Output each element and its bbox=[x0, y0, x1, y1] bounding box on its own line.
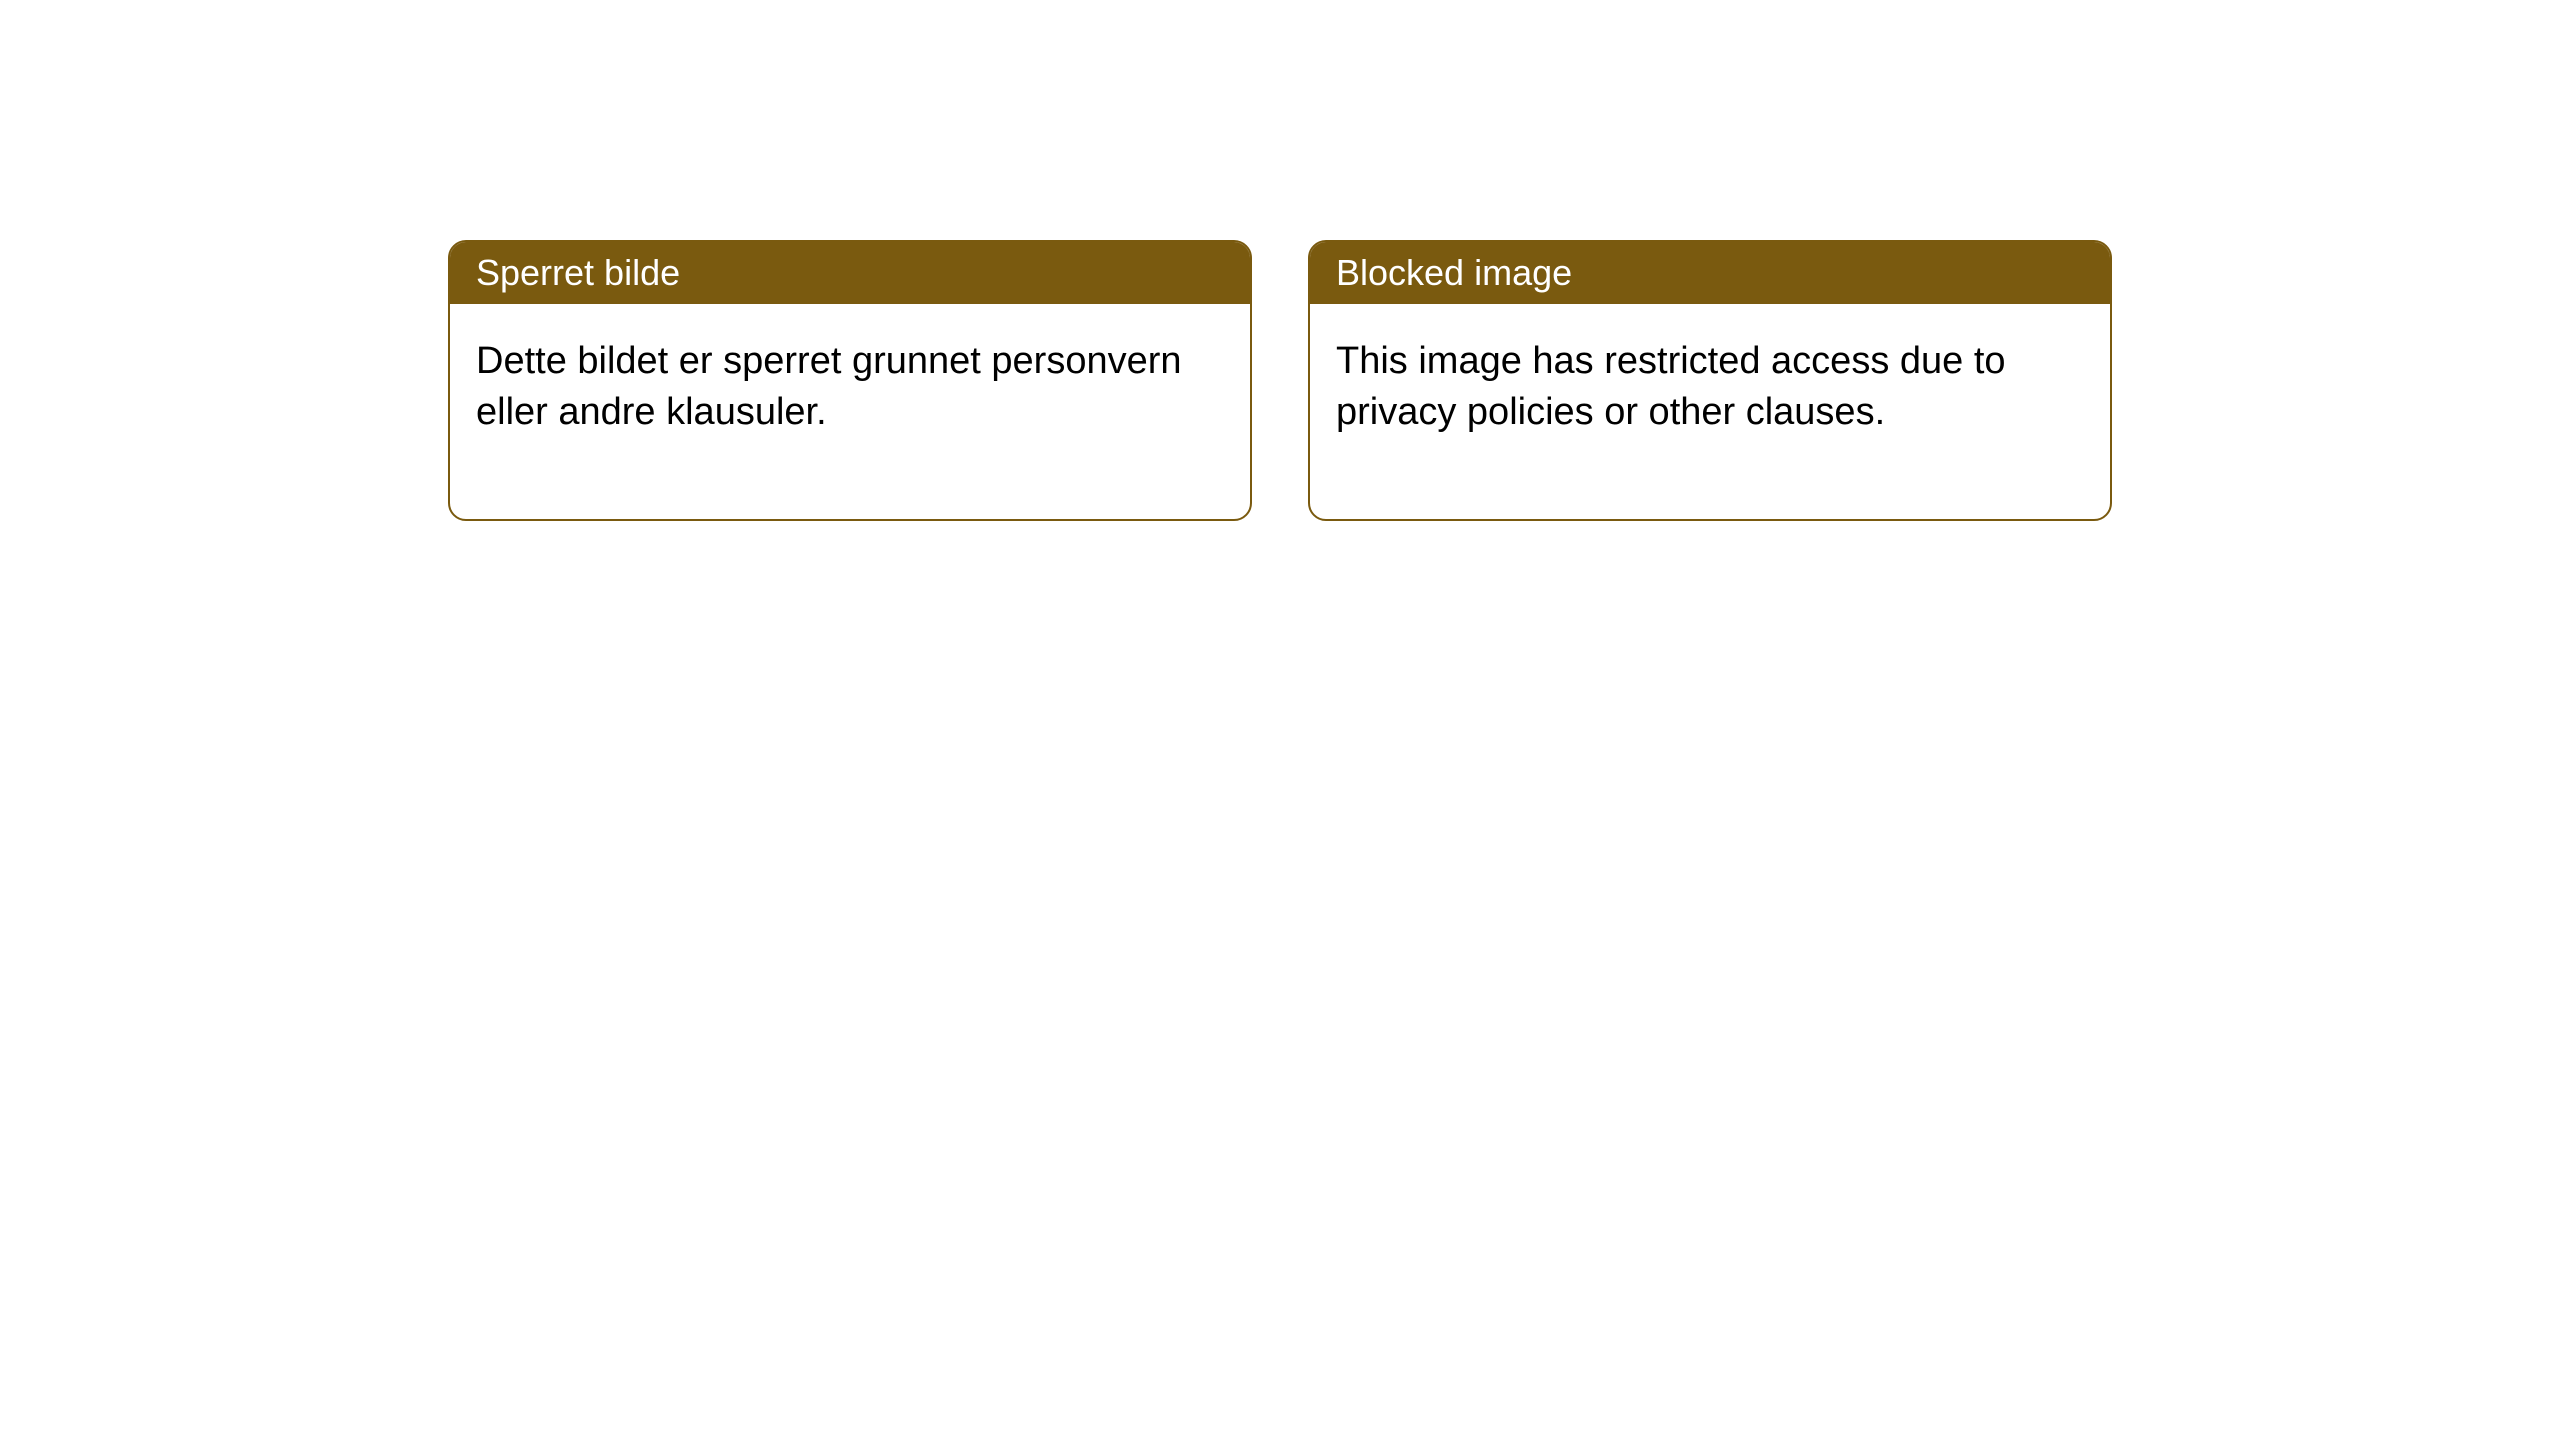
notice-body: This image has restricted access due to … bbox=[1310, 304, 2110, 519]
notice-header: Blocked image bbox=[1310, 242, 2110, 304]
notice-body: Dette bildet er sperret grunnet personve… bbox=[450, 304, 1250, 519]
notice-box-en: Blocked image This image has restricted … bbox=[1308, 240, 2112, 521]
notice-header: Sperret bilde bbox=[450, 242, 1250, 304]
notice-box-no: Sperret bilde Dette bildet er sperret gr… bbox=[448, 240, 1252, 521]
notice-container: Sperret bilde Dette bildet er sperret gr… bbox=[448, 240, 2112, 521]
